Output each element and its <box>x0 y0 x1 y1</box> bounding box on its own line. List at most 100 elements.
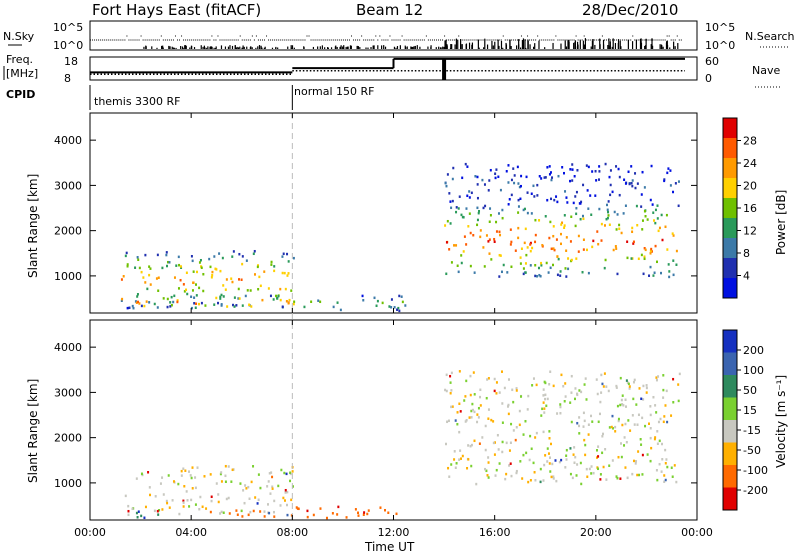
power-cell <box>603 224 606 227</box>
nsearch-bar <box>677 43 679 49</box>
power-cell <box>606 203 609 207</box>
velocity-cell <box>464 420 467 423</box>
power-cell <box>283 271 286 275</box>
velocity-cell <box>541 407 544 411</box>
velocity-cell <box>171 499 174 502</box>
velocity-cell <box>135 511 138 515</box>
velocity-cell <box>485 469 488 473</box>
colorbar-tick: 100 <box>743 364 764 377</box>
velocity-cell <box>455 462 458 465</box>
colorbar-swatch <box>723 487 737 511</box>
power-cell <box>249 289 252 292</box>
power-cell <box>468 196 471 199</box>
velocity-cell <box>182 467 185 470</box>
velocity-cell <box>649 436 652 440</box>
power-cell <box>603 266 606 270</box>
velocity-cell <box>587 433 590 436</box>
velocity-cell <box>471 402 474 406</box>
velocity-cell <box>137 510 140 513</box>
power-cell <box>672 273 675 277</box>
velocity-cell <box>459 410 462 413</box>
velocity-cell <box>285 503 288 507</box>
colorbar-swatch <box>723 442 737 466</box>
velocity-cell <box>241 515 244 518</box>
power-cell <box>231 255 234 258</box>
nsearch-bar <box>478 47 480 49</box>
power-cell <box>220 293 223 297</box>
velocity-cell <box>549 470 552 473</box>
velocity-cell <box>210 495 213 499</box>
nsearch-bar <box>246 46 248 49</box>
nsearch-bar <box>202 46 204 49</box>
nsearch-bar <box>172 47 174 49</box>
velocity-cell <box>445 389 448 393</box>
velocity-cell <box>628 385 631 388</box>
cpid-panel: CPID themis 3300 RF normal 150 RF <box>6 85 375 110</box>
velocity-cell <box>235 509 238 512</box>
power-cell <box>483 183 486 186</box>
velocity-cell <box>484 467 487 471</box>
power-cell <box>398 294 401 298</box>
power-cell <box>532 184 535 188</box>
velocity-cell <box>546 460 549 463</box>
nsearch-bar <box>357 46 360 49</box>
nsearch-bar <box>620 46 622 49</box>
power-cell <box>630 165 633 168</box>
power-cell <box>507 203 510 206</box>
velocity-cell <box>272 510 275 514</box>
velocity-cell <box>625 379 628 382</box>
velocity-cell <box>539 480 542 484</box>
power-cell <box>267 287 270 290</box>
power-cell <box>373 296 376 300</box>
colorbar-tick: -200 <box>743 484 768 497</box>
velocity-cell <box>554 459 557 462</box>
velocity-cell <box>582 425 585 428</box>
power-cell <box>598 165 601 168</box>
power-cell <box>513 174 516 177</box>
nsearch-bar <box>264 46 266 49</box>
nsearch-bar <box>384 46 387 49</box>
power-ylabel: Slant Range [km] <box>26 174 40 278</box>
velocity-cell <box>549 442 552 446</box>
velocity-cell <box>546 397 549 401</box>
velocity-cell <box>465 419 468 422</box>
velocity-cell <box>191 487 194 490</box>
power-cell <box>190 295 193 299</box>
power-cell <box>257 264 260 267</box>
power-cell <box>224 288 227 291</box>
velocity-cell <box>596 392 599 396</box>
power-cell <box>499 254 502 257</box>
velocity-cell <box>450 389 453 392</box>
power-cell <box>561 166 564 169</box>
power-cell <box>660 271 663 275</box>
velocity-cell <box>529 478 532 482</box>
power-cell <box>451 199 454 203</box>
power-cell <box>550 178 553 182</box>
power-cell <box>573 175 576 178</box>
nsearch-bar <box>533 46 535 49</box>
velocity-cell <box>460 457 463 460</box>
velocity-cell <box>182 501 185 504</box>
velocity-cell <box>619 403 622 407</box>
velocity-cell <box>493 441 496 444</box>
power-cell <box>473 271 476 274</box>
power-cell <box>195 294 198 297</box>
power-cell <box>656 217 659 220</box>
power-cell <box>607 210 610 214</box>
nsearch-bar <box>564 40 566 49</box>
power-cell <box>581 214 584 218</box>
velocity-cell <box>277 484 280 488</box>
power-cell <box>209 265 212 269</box>
power-cell <box>597 242 600 246</box>
power-cell <box>567 267 570 271</box>
power-cell <box>507 164 510 167</box>
power-cell <box>646 218 649 221</box>
velocity-cell <box>592 471 595 475</box>
velocity-cell <box>194 486 197 490</box>
power-cell <box>549 266 552 270</box>
velocity-cell <box>595 449 598 452</box>
nsearch-bar <box>661 44 663 49</box>
velocity-cell <box>485 396 488 400</box>
power-cell <box>168 261 171 264</box>
power-cell <box>539 274 542 278</box>
